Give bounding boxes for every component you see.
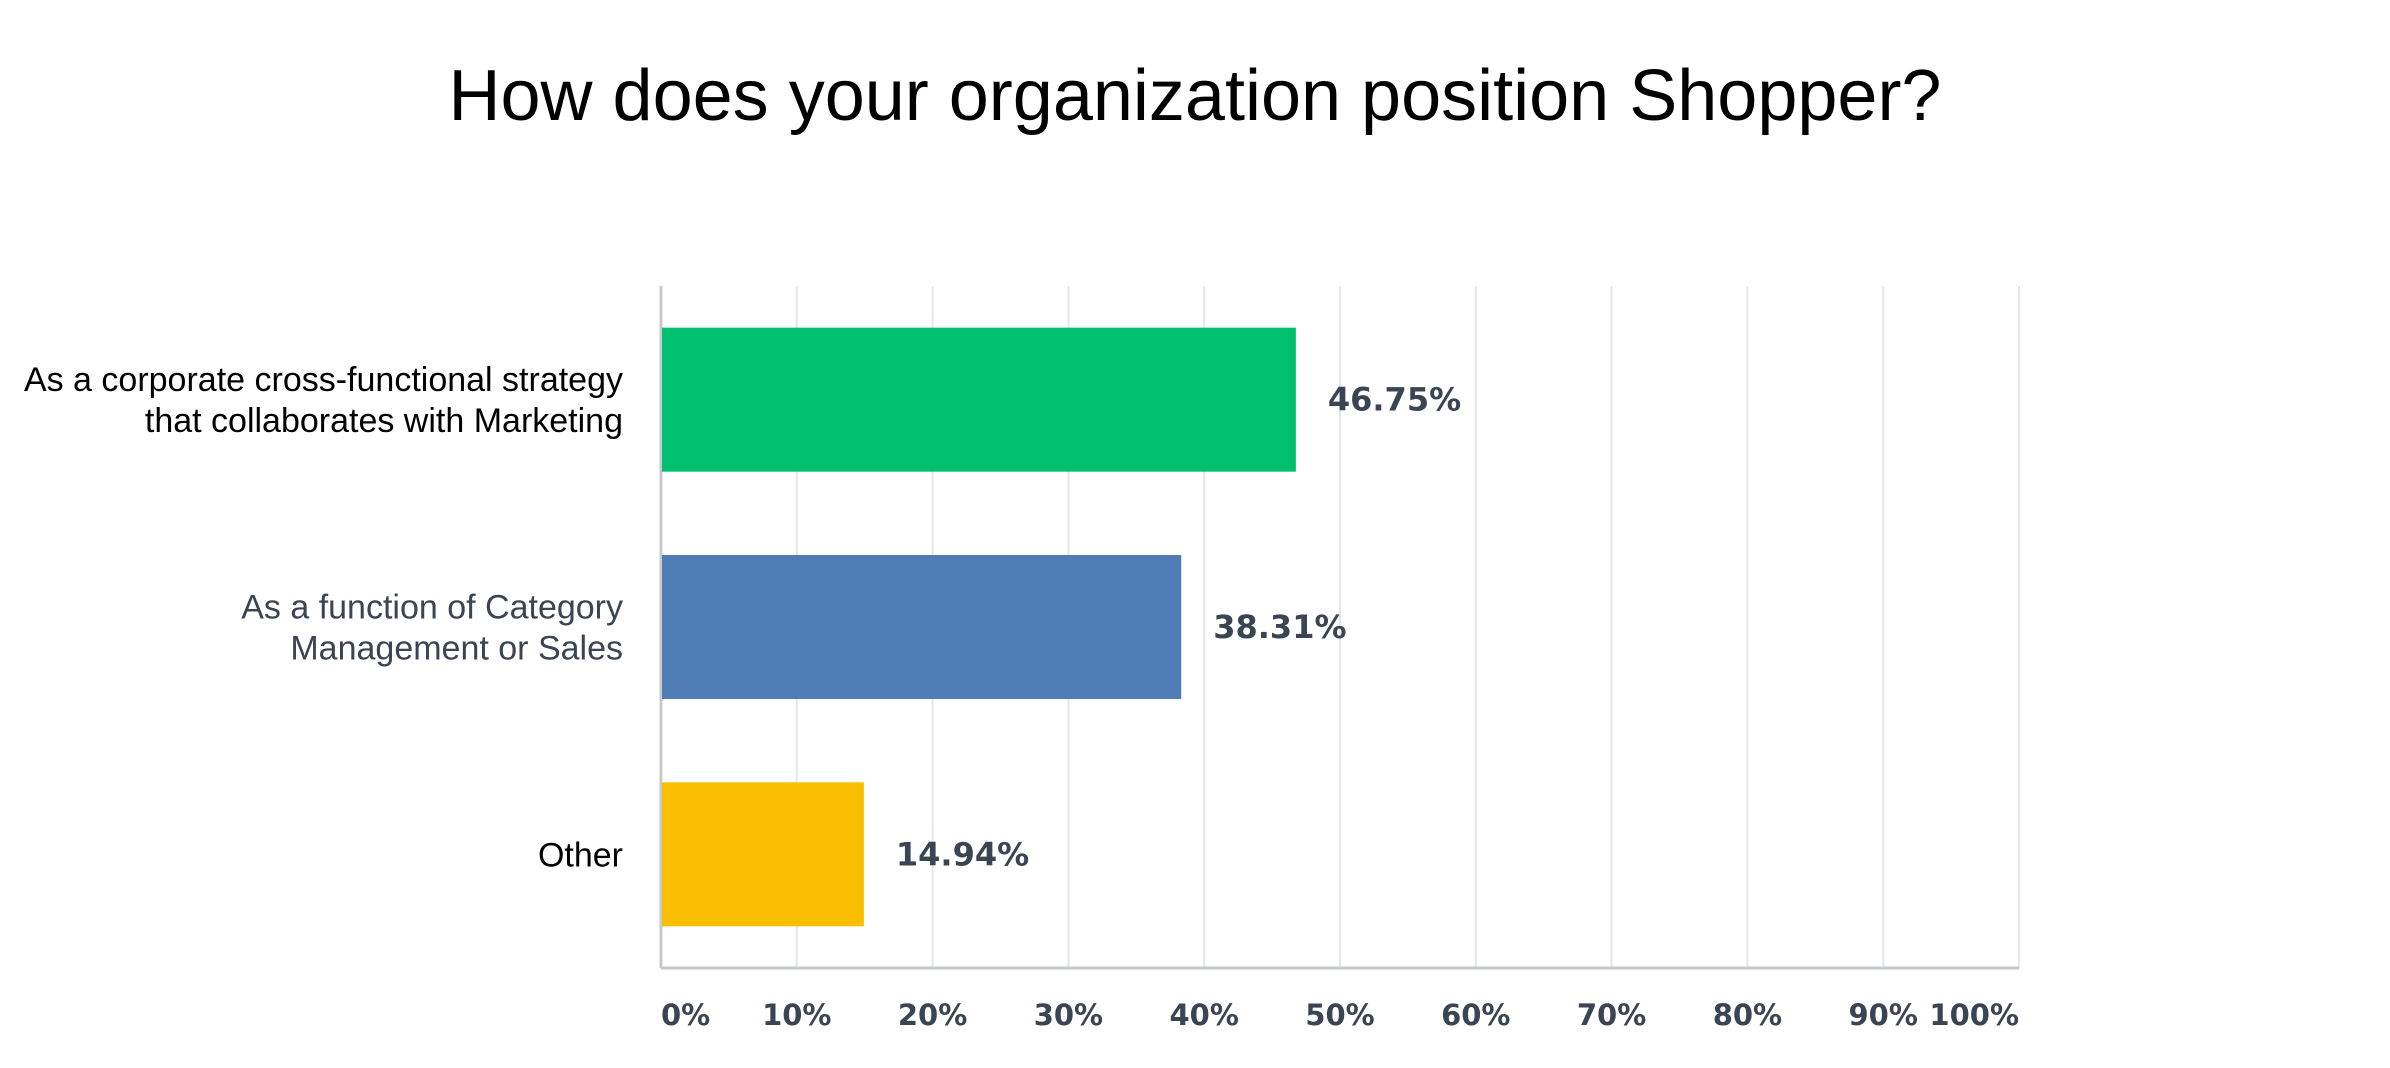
x-tick-label: 50% bbox=[1305, 998, 1374, 1032]
category-label-line: Management or Sales bbox=[290, 630, 623, 668]
x-tick-label: 40% bbox=[1169, 998, 1238, 1032]
category-label-line: As a corporate cross-functional strategy bbox=[24, 361, 623, 399]
x-tick-label: 100% bbox=[1929, 998, 2019, 1032]
category-label-line: Other bbox=[538, 836, 623, 874]
category-label-line: As a function of Category bbox=[241, 589, 623, 627]
bar-value-label: 14.94% bbox=[896, 835, 1029, 873]
bar bbox=[662, 555, 1182, 699]
bar bbox=[662, 327, 1296, 472]
axes bbox=[659, 286, 2019, 970]
bar bbox=[662, 782, 864, 927]
bar-value-label: 38.31% bbox=[1213, 608, 1346, 646]
category-label-line: that collaborates with Marketing bbox=[145, 402, 623, 440]
x-tick-label: 90% bbox=[1848, 998, 1917, 1032]
x-tick-label: 0% bbox=[661, 998, 710, 1032]
x-tick-label: 60% bbox=[1441, 998, 1510, 1032]
category-label: As a function of Category Management or S… bbox=[241, 589, 623, 668]
category-label: As a corporate cross-functional strategy… bbox=[24, 361, 623, 440]
bars bbox=[662, 327, 1296, 927]
x-tick-label: 20% bbox=[898, 998, 967, 1032]
category-labels: As a corporate cross-functional strategy… bbox=[24, 361, 623, 874]
x-tick-label: 70% bbox=[1577, 998, 1646, 1032]
category-label: Other bbox=[538, 836, 623, 874]
x-tick-labels: 0% 10% 20% 30% 40% 50% 60% 70% 80% 90% 100% bbox=[661, 998, 2019, 1032]
x-tick-label: 10% bbox=[762, 998, 831, 1032]
x-tick-label: 30% bbox=[1034, 998, 1103, 1032]
value-labels: 46.75% 38.31% 14.94% bbox=[896, 381, 1461, 874]
x-tick-label: 80% bbox=[1713, 998, 1782, 1032]
chart-title: How does your organization position Shop… bbox=[449, 56, 1942, 136]
bar-value-label: 46.75% bbox=[1328, 381, 1461, 419]
